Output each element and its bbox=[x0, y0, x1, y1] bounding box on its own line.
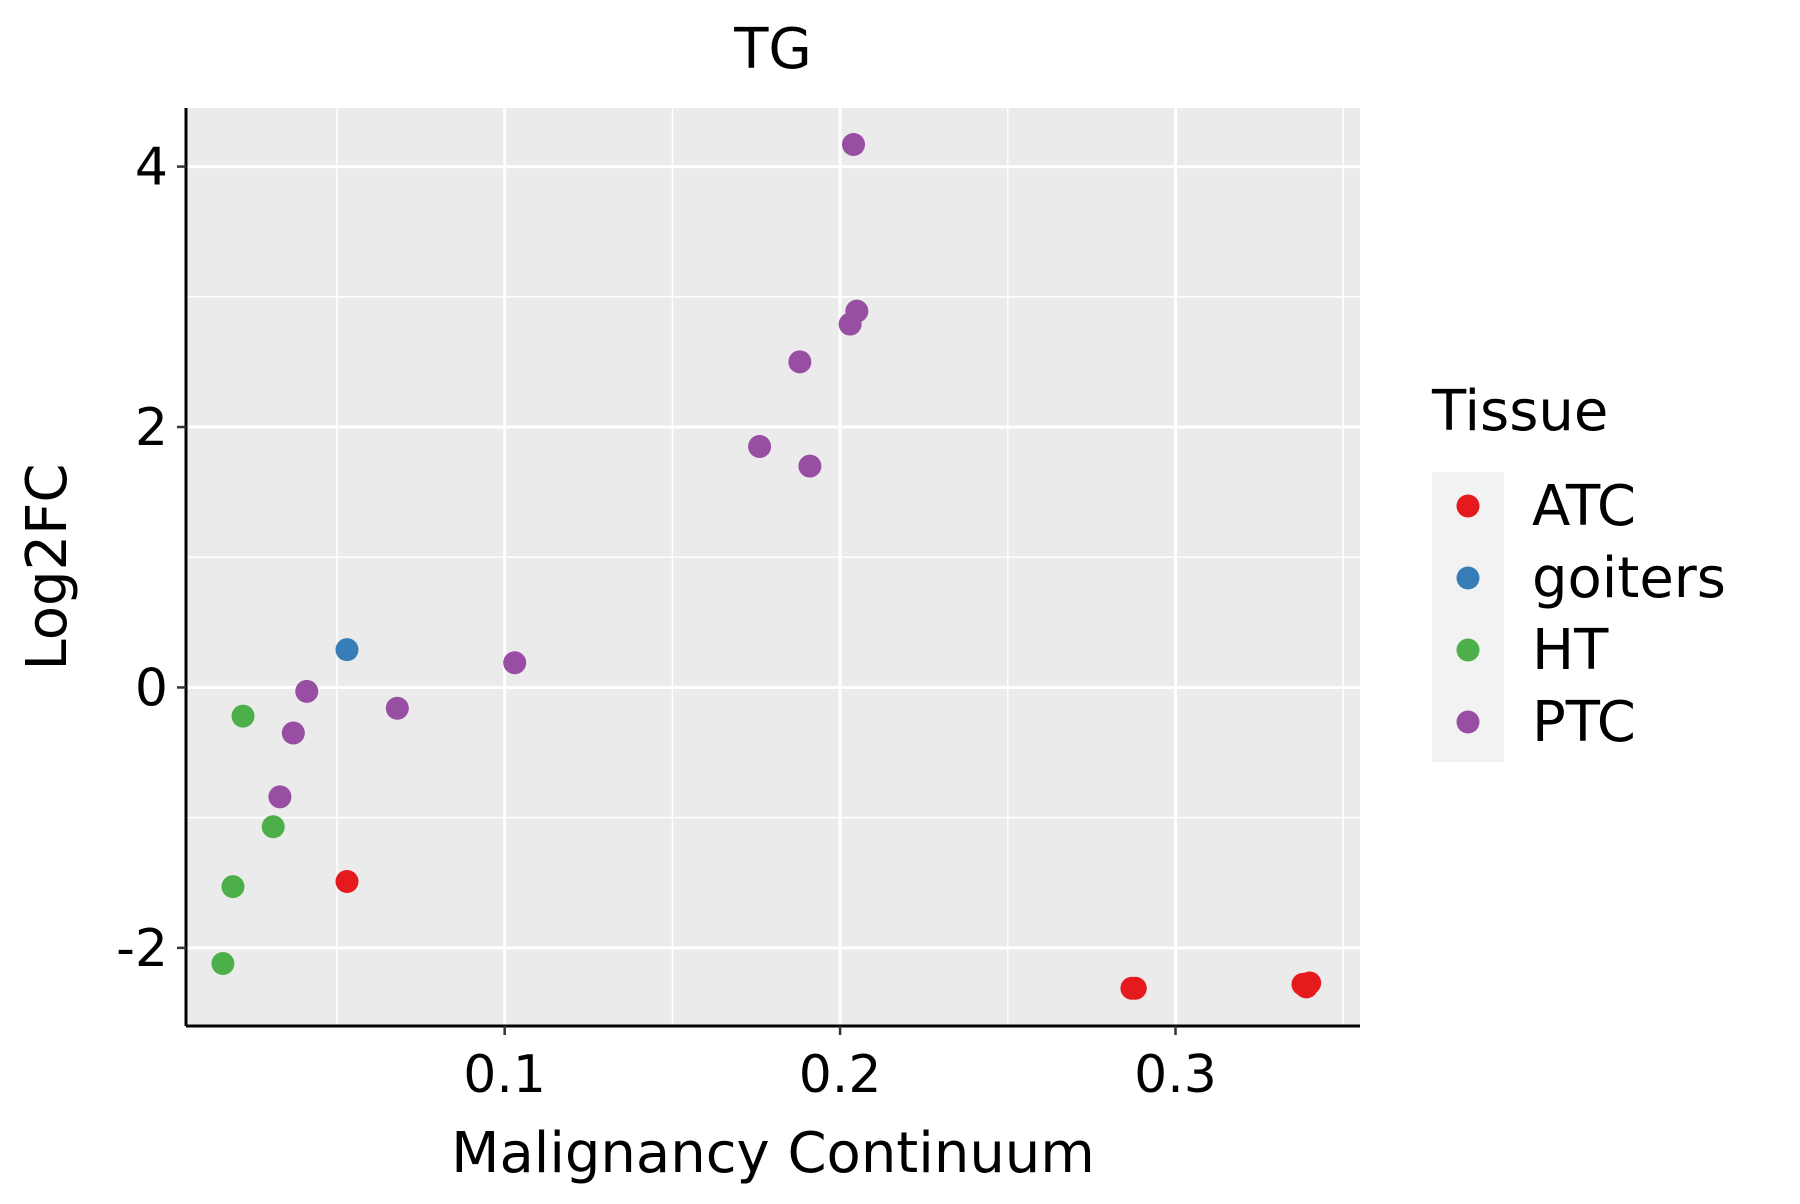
data-point-ptc bbox=[798, 454, 822, 478]
legend-label-ptc: PTC bbox=[1532, 690, 1636, 755]
y-tick-label: -2 bbox=[116, 919, 168, 979]
data-point-ht bbox=[231, 704, 255, 728]
data-point-ptc bbox=[268, 785, 292, 809]
chart-title: TG bbox=[733, 17, 812, 82]
data-point-ptc bbox=[845, 299, 869, 323]
data-point-ptc bbox=[385, 696, 409, 720]
data-point-ptc bbox=[788, 350, 812, 374]
major-gridlines bbox=[186, 108, 1360, 1026]
y-tick-label: 0 bbox=[135, 658, 168, 718]
legend-label-atc: ATC bbox=[1532, 474, 1636, 539]
data-point-atc bbox=[1298, 971, 1322, 995]
legend-label-ht: HT bbox=[1532, 618, 1609, 683]
panel-background bbox=[186, 108, 1360, 1026]
x-tick-label: 0.2 bbox=[799, 1045, 882, 1105]
legend-title: Tissue bbox=[1431, 379, 1608, 444]
legend-key-goiters bbox=[1456, 566, 1480, 590]
data-point-atc bbox=[335, 869, 359, 893]
data-point-ptc bbox=[748, 435, 772, 459]
legend-key-ht bbox=[1456, 638, 1480, 662]
data-point-ptc bbox=[295, 679, 319, 703]
data-point-goiters bbox=[335, 638, 359, 662]
legend-entries: ATC goiters HT PTC bbox=[1456, 474, 1726, 755]
y-tick-label: 2 bbox=[135, 398, 168, 458]
data-point-ptc bbox=[281, 721, 305, 745]
data-point-ht bbox=[221, 875, 245, 899]
x-tick-label: 0.3 bbox=[1134, 1045, 1217, 1105]
y-axis-ticks: -2 0 2 4 bbox=[116, 138, 186, 979]
data-point-ht bbox=[261, 815, 285, 839]
x-axis-ticks: 0.1 0.2 0.3 bbox=[463, 1026, 1217, 1105]
data-point-ht bbox=[211, 951, 235, 975]
data-point-atc bbox=[1123, 976, 1147, 1000]
legend: Tissue ATC goiters HT PTC bbox=[1431, 379, 1726, 762]
y-tick-label: 4 bbox=[135, 138, 168, 198]
data-points bbox=[211, 132, 1322, 1000]
minor-gridlines bbox=[186, 108, 1360, 1026]
x-axis-label: Malignancy Continuum bbox=[451, 1121, 1095, 1186]
legend-key-atc bbox=[1456, 494, 1480, 518]
x-tick-label: 0.1 bbox=[463, 1045, 546, 1105]
legend-key-ptc bbox=[1456, 710, 1480, 734]
data-point-ptc bbox=[503, 651, 527, 675]
y-axis-label: Log2FC bbox=[15, 464, 80, 671]
data-point-ptc bbox=[842, 132, 866, 156]
legend-label-goiters: goiters bbox=[1532, 546, 1726, 611]
